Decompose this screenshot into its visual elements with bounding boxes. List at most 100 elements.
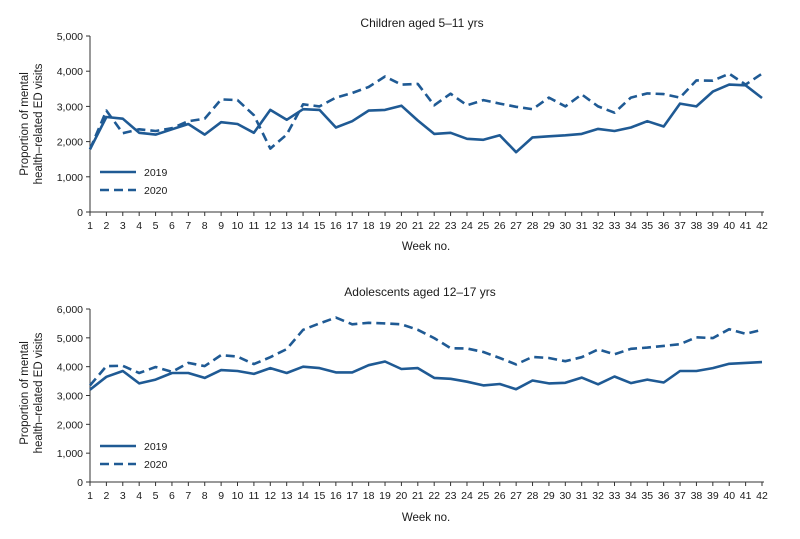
chart-title-children: Children aged 5–11 yrs xyxy=(360,16,483,30)
x-tick-label-adolescents: 4 xyxy=(136,490,142,502)
x-tick-label-children: 33 xyxy=(609,220,621,232)
y-axis-label-adolescents-line2: health–related ED visits xyxy=(33,332,45,453)
x-tick-label-children: 5 xyxy=(153,220,159,232)
x-tick-label-children: 30 xyxy=(559,220,571,232)
x-tick-label-adolescents: 16 xyxy=(330,490,342,502)
x-tick-label-children: 31 xyxy=(576,220,588,232)
x-tick-label-children: 12 xyxy=(264,220,276,232)
y-tick-label-children: 3,000 xyxy=(57,101,83,113)
x-tick-label-children: 9 xyxy=(218,220,224,232)
series-line-children-2020 xyxy=(88,72,763,150)
x-tick-label-adolescents: 32 xyxy=(592,490,604,502)
y-tick-label-adolescents: 0 xyxy=(77,477,83,489)
x-tick-label-children: 35 xyxy=(641,220,653,232)
x-tick-label-children: 41 xyxy=(740,220,752,232)
series-line-adolescents-2019 xyxy=(89,360,763,391)
y-axis-label-children-line1: Proportion of mental xyxy=(19,72,31,176)
x-tick-label-children: 6 xyxy=(169,220,175,232)
x-tick-label-adolescents: 18 xyxy=(363,490,375,502)
x-tick-label-adolescents: 11 xyxy=(248,490,259,502)
x-tick-label-adolescents: 10 xyxy=(232,490,244,502)
x-tick-label-children: 22 xyxy=(428,220,440,232)
x-tick-label-adolescents: 1 xyxy=(87,490,93,502)
y-tick-label-children: 1,000 xyxy=(57,172,83,184)
x-tick-label-children: 4 xyxy=(136,220,142,232)
x-tick-label-children: 8 xyxy=(202,220,208,232)
y-tick-label-adolescents: 2,000 xyxy=(57,419,83,431)
y-tick-label-children: 0 xyxy=(77,207,83,219)
x-tick-label-adolescents: 21 xyxy=(412,490,424,502)
x-tick-label-adolescents: 41 xyxy=(740,490,752,502)
x-tick-label-children: 25 xyxy=(478,220,490,232)
x-tick-label-adolescents: 37 xyxy=(674,490,686,502)
x-tick-label-adolescents: 35 xyxy=(641,490,653,502)
y-tick-label-adolescents: 5,000 xyxy=(57,333,83,345)
legend-label-children-2019: 2019 xyxy=(144,167,168,179)
x-tick-label-children: 42 xyxy=(756,220,768,232)
x-tick-label-adolescents: 31 xyxy=(576,490,588,502)
x-tick-label-adolescents: 28 xyxy=(527,490,539,502)
y-tick-label-adolescents: 3,000 xyxy=(57,391,83,403)
legend-label-children-2020: 2020 xyxy=(144,185,168,197)
x-tick-label-adolescents: 36 xyxy=(658,490,670,502)
series-line-adolescents-2020 xyxy=(89,316,763,387)
x-tick-label-children: 39 xyxy=(707,220,719,232)
x-tick-label-children: 20 xyxy=(396,220,408,232)
y-axis-label-adolescents-line1: Proportion of mental xyxy=(19,341,31,445)
x-tick-label-adolescents: 12 xyxy=(264,490,276,502)
x-tick-label-adolescents: 25 xyxy=(478,490,490,502)
x-tick-label-children: 21 xyxy=(412,220,424,232)
x-tick-label-children: 37 xyxy=(674,220,686,232)
y-tick-label-children: 4,000 xyxy=(57,66,83,78)
x-tick-label-children: 24 xyxy=(461,220,473,232)
x-tick-label-adolescents: 40 xyxy=(723,490,735,502)
x-tick-label-adolescents: 42 xyxy=(756,490,768,502)
x-tick-label-adolescents: 24 xyxy=(461,490,473,502)
x-tick-label-children: 27 xyxy=(510,220,522,232)
chart-title-adolescents: Adolescents aged 12–17 yrs xyxy=(344,285,495,299)
x-tick-label-adolescents: 39 xyxy=(707,490,719,502)
series-line-children-2019 xyxy=(88,83,763,154)
x-tick-label-children: 38 xyxy=(691,220,703,232)
x-axis-label-children: Week no. xyxy=(402,241,450,253)
x-tick-label-adolescents: 19 xyxy=(379,490,391,502)
x-tick-label-children: 40 xyxy=(723,220,735,232)
x-tick-label-adolescents: 29 xyxy=(543,490,555,502)
x-tick-label-children: 17 xyxy=(346,220,358,232)
x-tick-label-children: 23 xyxy=(445,220,457,232)
x-tick-label-adolescents: 14 xyxy=(297,490,309,502)
legend-label-adolescents-2020: 2020 xyxy=(144,459,168,471)
x-tick-label-adolescents: 20 xyxy=(396,490,408,502)
y-tick-label-adolescents: 4,000 xyxy=(57,362,83,374)
x-tick-label-children: 2 xyxy=(103,220,109,232)
x-tick-label-adolescents: 23 xyxy=(445,490,457,502)
x-tick-label-adolescents: 15 xyxy=(314,490,326,502)
x-tick-label-adolescents: 17 xyxy=(346,490,358,502)
x-tick-label-children: 14 xyxy=(297,220,309,232)
x-tick-label-children: 3 xyxy=(120,220,126,232)
x-tick-label-adolescents: 26 xyxy=(494,490,506,502)
x-tick-label-children: 18 xyxy=(363,220,375,232)
x-axis-label-adolescents: Week no. xyxy=(402,512,450,524)
x-tick-label-adolescents: 33 xyxy=(609,490,621,502)
x-tick-label-children: 1 xyxy=(87,220,93,232)
x-tick-label-adolescents: 22 xyxy=(428,490,440,502)
x-tick-label-children: 32 xyxy=(592,220,604,232)
x-tick-label-adolescents: 3 xyxy=(120,490,126,502)
x-tick-label-children: 36 xyxy=(658,220,670,232)
y-tick-label-adolescents: 6,000 xyxy=(57,304,83,316)
x-tick-label-children: 16 xyxy=(330,220,342,232)
x-tick-label-children: 29 xyxy=(543,220,555,232)
x-tick-label-children: 10 xyxy=(232,220,244,232)
y-tick-label-children: 2,000 xyxy=(57,137,83,149)
y-tick-label-children: 5,000 xyxy=(57,31,83,43)
x-tick-label-children: 34 xyxy=(625,220,637,232)
x-tick-label-adolescents: 13 xyxy=(281,490,293,502)
x-tick-label-adolescents: 8 xyxy=(202,490,208,502)
x-tick-label-children: 28 xyxy=(527,220,539,232)
x-tick-label-adolescents: 7 xyxy=(185,490,191,502)
x-tick-label-adolescents: 6 xyxy=(169,490,175,502)
x-tick-label-adolescents: 5 xyxy=(153,490,159,502)
